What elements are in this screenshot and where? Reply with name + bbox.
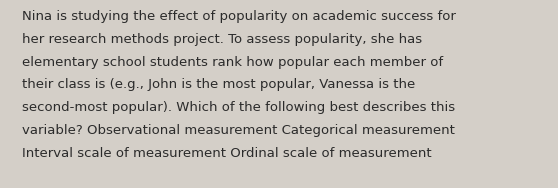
Text: Interval scale of measurement Ordinal scale of measurement: Interval scale of measurement Ordinal sc… bbox=[22, 147, 432, 160]
Text: variable? Observational measurement Categorical measurement: variable? Observational measurement Cate… bbox=[22, 124, 455, 137]
Text: Nina is studying the effect of popularity on academic success for: Nina is studying the effect of popularit… bbox=[22, 10, 456, 23]
Text: her research methods project. To assess popularity, she has: her research methods project. To assess … bbox=[22, 33, 422, 46]
Text: their class is (e.g., John is the most popular, Vanessa is the: their class is (e.g., John is the most p… bbox=[22, 78, 415, 91]
Text: elementary school students rank how popular each member of: elementary school students rank how popu… bbox=[22, 56, 443, 69]
Text: second-most popular). Which of the following best describes this: second-most popular). Which of the follo… bbox=[22, 101, 455, 114]
